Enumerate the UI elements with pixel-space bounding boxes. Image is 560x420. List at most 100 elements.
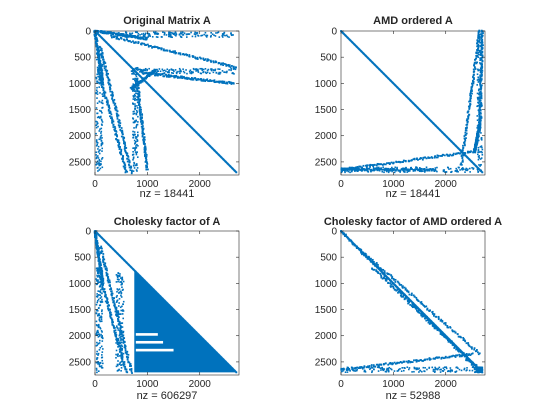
nonzero-dot [106, 302, 109, 305]
nonzero-dot [107, 81, 110, 84]
nonzero-dot [219, 71, 222, 74]
nonzero-dot [145, 168, 148, 171]
y-tick-label: 2000 [315, 131, 338, 142]
nonzero-dot [165, 70, 167, 73]
nonzero-dot [95, 303, 98, 306]
nonzero-dot [135, 153, 138, 156]
nonzero-dot [103, 94, 106, 97]
nonzero-dot [465, 359, 467, 362]
nonzero-dot [109, 115, 111, 118]
nonzero-dot [442, 370, 445, 372]
nonzero-dot [122, 160, 124, 163]
nonzero-dot [156, 46, 159, 49]
nonzero-dot [399, 161, 402, 164]
nonzero-dot [110, 32, 112, 35]
nonzero-dot [155, 36, 158, 38]
nonzero-dot [133, 147, 136, 149]
nonzero-dot [478, 93, 480, 95]
nonzero-dot [147, 36, 149, 38]
nonzero-dot [416, 168, 419, 171]
nonzero-dot [96, 91, 99, 93]
nonzero-dot [95, 120, 97, 123]
nonzero-dot [100, 345, 103, 348]
nonzero-dot [212, 79, 214, 82]
nonzero-dot [117, 320, 120, 322]
nonzero-dot [111, 298, 114, 301]
nonzero-dot [115, 325, 118, 327]
nonzero-dot [439, 331, 442, 334]
nonzero-dot [156, 33, 159, 36]
nonzero-dot [117, 318, 120, 321]
nonzero-dot [98, 57, 101, 60]
nonzero-dot [353, 244, 356, 247]
nonzero-dot [97, 323, 100, 326]
nonzero-dot [394, 166, 397, 169]
nonzero-dot [118, 334, 121, 336]
nonzero-dot [204, 71, 207, 74]
nonzero-dot [113, 331, 116, 333]
nonzero-dot [101, 99, 104, 102]
nonzero-dot [113, 302, 116, 305]
nonzero-dot [135, 112, 138, 115]
nonzero-dot [167, 74, 170, 77]
nonzero-dot [403, 167, 405, 170]
nonzero-dot [135, 136, 138, 138]
nonzero-dot [132, 110, 135, 113]
nonzero-dot [478, 151, 480, 153]
nonzero-dot [174, 51, 177, 54]
nonzero-dot [480, 137, 483, 139]
nonzero-dot [206, 34, 209, 37]
nonzero-dot [480, 72, 483, 75]
nonzero-dot [106, 300, 109, 302]
nonzero-dot [105, 70, 108, 73]
nonzero-dot [458, 368, 461, 371]
nonzero-dot [163, 32, 166, 35]
nonzero-dot [190, 72, 193, 75]
nonzero-dot [347, 168, 350, 171]
subplot-title: AMD ordered A [373, 15, 453, 27]
nonzero-dot [143, 72, 146, 75]
nonzero-dot [97, 157, 100, 159]
nonzero-dot [192, 78, 195, 81]
nonzero-dot [120, 153, 122, 156]
nonzero-dot [134, 151, 137, 153]
nonzero-dot [119, 345, 122, 348]
nonzero-dot [480, 150, 483, 153]
nonzero-dot [95, 242, 98, 244]
nonzero-dot [111, 292, 114, 295]
nonzero-dot [213, 69, 215, 71]
nonzero-dot [112, 324, 115, 327]
nonzero-dot [117, 310, 120, 312]
nonzero-dot [111, 91, 114, 94]
nonzero-dot [129, 32, 131, 35]
nonzero-dot [384, 275, 386, 278]
nonzero-dot [190, 31, 192, 34]
nonzero-dot [101, 331, 103, 333]
nonzero-dot [214, 68, 217, 71]
nonzero-dot [467, 116, 470, 119]
nonzero-dot [447, 340, 450, 343]
nonzero-dot [96, 341, 98, 344]
nonzero-dot [100, 276, 102, 279]
nonzero-dot [480, 63, 483, 66]
nonzero-dot [364, 164, 367, 167]
nonzero-dot [479, 75, 482, 78]
nonzero-dot [105, 32, 108, 35]
y-tick-label: 1000 [69, 279, 92, 290]
nonzero-dot [135, 119, 137, 122]
nonzero-dot [134, 35, 136, 37]
nonzero-dot [390, 161, 393, 164]
nonzero-dot [133, 95, 135, 97]
nonzero-dot [95, 139, 98, 141]
nonzero-dot [344, 171, 346, 174]
nonzero-dot [447, 166, 450, 169]
spy-marks [340, 29, 484, 174]
nonzero-dot [442, 153, 444, 156]
nonzero-dot [120, 34, 123, 37]
nonzero-dot [132, 134, 135, 137]
nonzero-dot [178, 34, 181, 36]
nonzero-dot [132, 78, 134, 80]
nonzero-dot [478, 40, 480, 43]
nonzero-dot [141, 134, 144, 137]
nonzero-dot [164, 49, 166, 52]
